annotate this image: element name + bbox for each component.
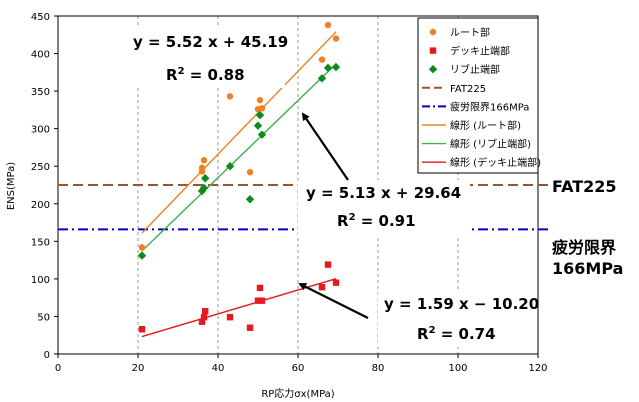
data-point	[332, 35, 340, 42]
data-point	[318, 283, 326, 291]
arrow-deck	[298, 283, 369, 319]
data-points	[137, 21, 341, 333]
data-point	[257, 130, 267, 139]
y-tick-label: 250	[31, 162, 50, 173]
y-tick-label: 0	[44, 350, 50, 361]
data-point	[428, 65, 438, 74]
side-label-fat225: FAT225	[552, 177, 617, 196]
legend-label: FAT225	[450, 84, 486, 95]
data-point	[331, 62, 341, 72]
r2-label: R2 = 0.88	[166, 66, 245, 84]
y-tick-label: 50	[37, 312, 50, 323]
data-point	[318, 56, 326, 63]
side-label-fatigue-limit: 疲労限界	[552, 238, 616, 257]
data-point	[202, 307, 209, 315]
r2-label: R2 = 0.91	[337, 212, 416, 230]
data-point	[254, 297, 262, 304]
x-axis-title: RP応力σx(MPa)	[261, 387, 334, 400]
y-tick-label: 300	[31, 125, 50, 136]
legend-label: ルート部	[450, 26, 490, 39]
legend-label: 疲労限界166MPa	[450, 100, 529, 113]
data-point	[138, 244, 146, 251]
data-point	[258, 297, 266, 304]
axes: 0 20 40 60 80 100 120 0 50 100 150 200 250 300 350 400 4…	[31, 12, 548, 374]
r2-label: R2 = 0.74	[417, 325, 496, 343]
data-point	[198, 318, 206, 325]
y-tick-label: 150	[31, 237, 50, 248]
data-point	[429, 28, 437, 36]
data-point	[200, 157, 208, 164]
x-tick-label: 100	[448, 363, 467, 374]
y-tick-label: 200	[31, 200, 50, 211]
data-point	[201, 174, 210, 183]
data-point	[323, 63, 333, 73]
y-tick-label: 100	[31, 275, 50, 286]
x-tick-label: 0	[55, 363, 61, 374]
data-point	[226, 313, 234, 321]
legend-label: 線形 (デッキ止端部)	[450, 156, 541, 169]
side-labels: FAT225 疲労限界 166MPa	[552, 177, 623, 278]
x-tick-label: 80	[372, 363, 385, 374]
trendline-root	[141, 31, 337, 234]
annotation-box	[378, 292, 528, 347]
annotation-box	[298, 180, 470, 235]
arrow-rib	[301, 112, 349, 181]
legend-label: デッキ止端部	[450, 45, 510, 58]
data-point	[246, 169, 254, 176]
y-tick-label: 450	[31, 12, 50, 23]
data-point	[226, 93, 234, 100]
x-tick-label: 120	[528, 363, 547, 374]
data-point	[324, 261, 332, 268]
x-tick-label: 20	[132, 363, 145, 374]
x-tick-label: 40	[212, 363, 225, 374]
data-point	[246, 324, 254, 331]
equation-label: y = 1.59 x − 10.20	[384, 295, 539, 313]
data-point	[138, 326, 146, 333]
y-axis-title: ENS(MPa)	[6, 162, 17, 210]
data-point	[199, 183, 209, 193]
trendline-rib	[141, 63, 337, 252]
annotation-box	[125, 28, 285, 88]
side-label-166mpa: 166MPa	[552, 259, 623, 278]
data-point	[317, 74, 327, 83]
y-tick-label: 400	[31, 50, 50, 61]
data-point	[200, 313, 208, 321]
data-point	[198, 164, 206, 171]
data-point	[137, 251, 147, 260]
data-point	[245, 195, 255, 204]
data-point	[429, 47, 437, 54]
data-point	[258, 105, 266, 112]
data-point	[332, 279, 340, 286]
data-point	[324, 21, 332, 29]
data-point	[256, 284, 264, 292]
equation-label: y = 5.52 x + 45.19	[133, 33, 288, 51]
annotations: y = 5.52 x + 45.19 R2 = 0.88 y = 5.13 x + …	[125, 28, 539, 347]
equation-label: y = 5.13 x + 29.64	[306, 184, 461, 202]
legend-box	[417, 17, 539, 174]
x-tick-label: 60	[292, 363, 305, 374]
data-point	[255, 110, 265, 120]
data-point	[256, 96, 264, 104]
data-point	[225, 162, 235, 171]
legend-label: 線形 (リブ止端部)	[450, 138, 531, 151]
legend-label: 線形 (ルート部)	[450, 119, 521, 132]
legend-label: リブ止端部	[450, 63, 500, 76]
data-point	[197, 186, 207, 196]
y-tick-label: 350	[31, 87, 50, 98]
data-point	[253, 121, 263, 130]
